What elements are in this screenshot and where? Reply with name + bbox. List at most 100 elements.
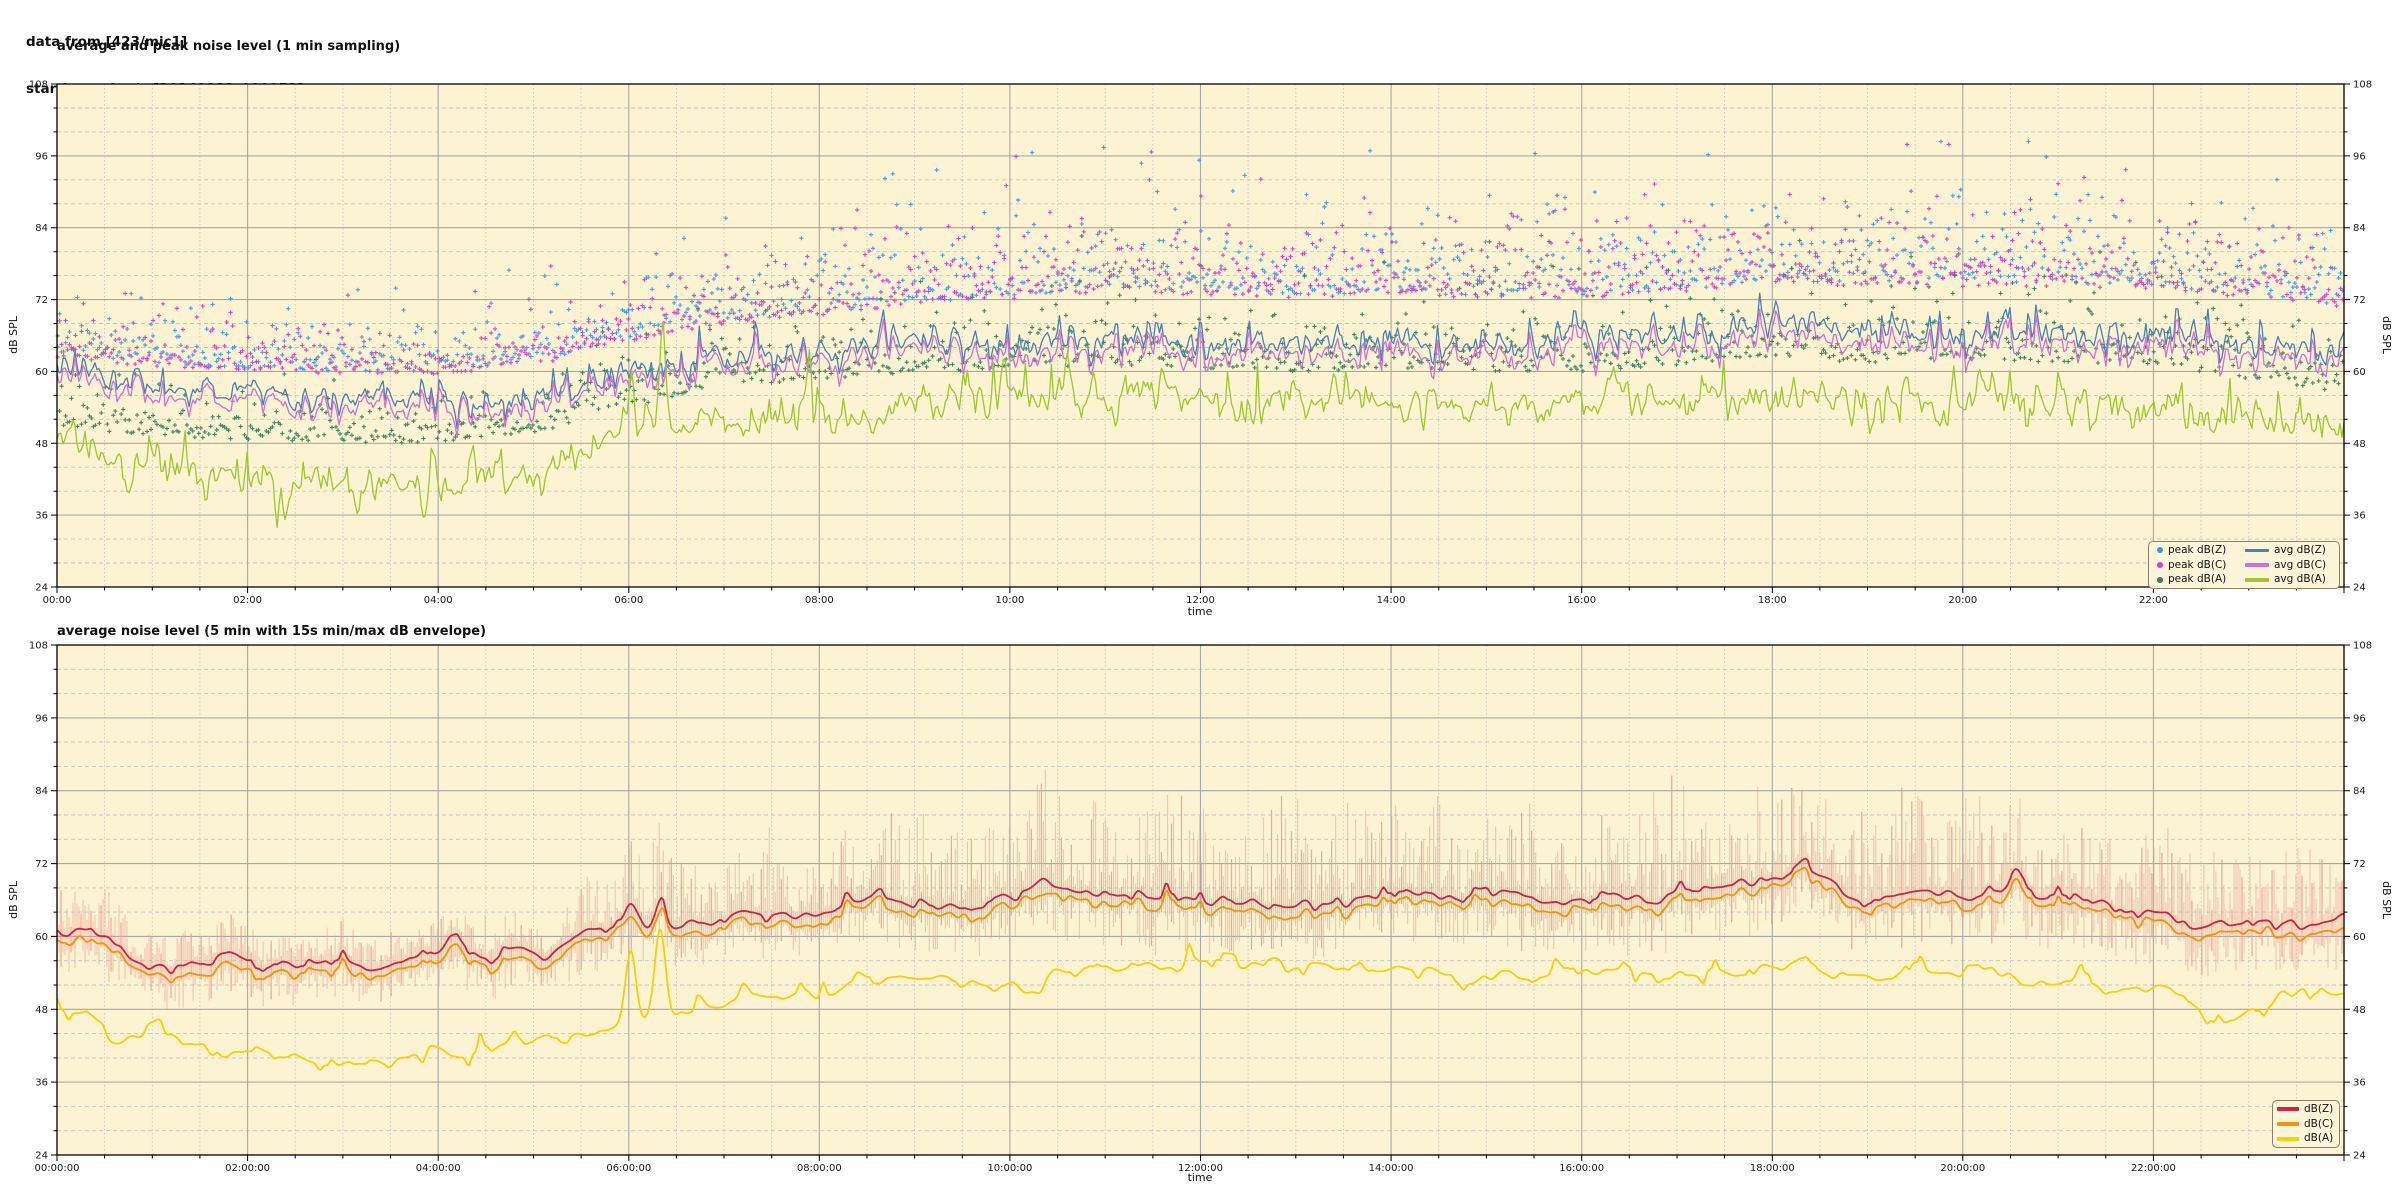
y-tick-label: 48 [35, 1005, 48, 1016]
x-tick-label: 06:00 [614, 595, 643, 606]
line-dB(Z) [56, 857, 2345, 975]
y-tick-label: 96 [35, 151, 48, 162]
y-tick-label: 84 [2353, 786, 2366, 797]
y-tick-label: 84 [2353, 223, 2366, 234]
legend-item: peak dB(C) [2151, 559, 2245, 572]
y-tick-label: 60 [2353, 932, 2366, 943]
chart2-xlabel: time [1187, 1171, 1213, 1184]
x-tick-label: 02:00 [233, 595, 262, 606]
y-tick-label: 60 [35, 932, 48, 943]
y-tick-label: 36 [35, 1078, 48, 1089]
line-swatch-icon [2245, 578, 2269, 582]
y-tick-label: 24 [35, 1151, 48, 1162]
y-tick-label: 24 [2353, 583, 2366, 594]
scatter-swatch-icon [2157, 547, 2163, 554]
x-tick-label: 22:00:00 [2131, 1163, 2176, 1174]
legend-item: peak dB(Z) [2151, 544, 2245, 557]
chart1-xlabel: time [1187, 605, 1213, 618]
legend-item: avg dB(C) [2245, 559, 2339, 572]
chart2-legend: dB(Z) dB(C) dB(A) [2272, 1100, 2340, 1148]
y-tick-label: 48 [35, 439, 48, 450]
y-tick-label: 72 [2353, 859, 2366, 870]
x-tick-label: 02:00:00 [225, 1163, 270, 1174]
y-tick-label: 36 [2353, 511, 2366, 522]
y-tick-label: 24 [2353, 1151, 2366, 1162]
chart1-title: average and peak noise level (1 min samp… [57, 39, 401, 54]
axis-ticks [51, 644, 2350, 1161]
chart1-legend: peak dB(Z) avg dB(Z) peak dB(C) avg dB(C… [2148, 541, 2340, 589]
legend-label: avg dB(A) [2274, 573, 2326, 586]
line-avg dB(Z) [56, 292, 2345, 430]
x-tick-label: 06:00:00 [606, 1163, 651, 1174]
x-tick-label: 18:00:00 [1750, 1163, 1795, 1174]
scatter-swatch-icon [2157, 562, 2163, 568]
x-tick-label: 12:00 [1186, 595, 1215, 606]
x-tick-label: 08:00:00 [797, 1163, 842, 1174]
legend-item: dB(C) [2277, 1118, 2335, 1131]
legend-label: peak dB(Z) [2168, 543, 2227, 556]
y-tick-label: 36 [35, 511, 48, 522]
y-tick-label: 108 [29, 80, 48, 91]
x-tick-label: 14:00:00 [1369, 1163, 1414, 1174]
legend-label: peak dB(C) [2168, 558, 2227, 571]
axis-ticks [51, 83, 2350, 593]
x-tick-label: 04:00 [424, 595, 453, 606]
y-tick-label: 72 [35, 295, 48, 306]
chart-2-plot: 00:00:00 02:00:00 04:00:00 06:00:00 08:00:00… [29, 641, 2372, 1175]
line-swatch-icon [2277, 1107, 2299, 1112]
legend-item: avg dB(A) [2245, 573, 2339, 586]
y-tick-label: 96 [2353, 151, 2366, 162]
legend-label: dB(Z) [2304, 1102, 2334, 1115]
line-swatch-icon [2277, 1136, 2299, 1141]
y-tick-label: 60 [2353, 367, 2366, 378]
y-tick-label: 84 [35, 786, 48, 797]
y-tick-label: 72 [2353, 295, 2366, 306]
y-tick-label: 24 [35, 583, 48, 594]
y-tick-label: 36 [2353, 1078, 2366, 1089]
line-swatch-icon [2277, 1122, 2299, 1126]
x-tick-label: 04:00:00 [416, 1163, 461, 1174]
x-tick-label: 10:00 [995, 595, 1024, 606]
line-swatch-icon [2245, 563, 2269, 567]
legend-label: avg dB(C) [2274, 558, 2327, 571]
y-tick-label: 60 [35, 367, 48, 378]
x-tick-label: 20:00:00 [1940, 1163, 1985, 1174]
x-tick-label: 20:00 [1948, 595, 1977, 606]
y-tick-label: 72 [35, 859, 48, 870]
x-tick-label: 08:00 [805, 595, 834, 606]
y-tick-label: 48 [2353, 1005, 2366, 1016]
y-tick-label: 48 [2353, 439, 2366, 450]
chart2-title: average noise level (5 min with 15s min/… [57, 624, 487, 639]
y-tick-label: 96 [35, 713, 48, 724]
scatter-swatch-icon [2157, 576, 2163, 583]
x-tick-label: 22:00 [2139, 595, 2168, 606]
y-tick-label: 108 [2353, 641, 2372, 652]
line-avg dB(C) [56, 308, 2345, 439]
x-tick-label: 10:00:00 [987, 1163, 1032, 1174]
x-tick-label: 18:00 [1758, 595, 1787, 606]
x-tick-label: 12:00:00 [1178, 1163, 1223, 1174]
x-tick-label: 16:00:00 [1559, 1163, 1604, 1174]
legend-item: peak dB(A) [2151, 573, 2245, 586]
y-tick-label: 84 [35, 223, 48, 234]
line-dB(A) [56, 928, 2345, 1071]
legend-item: dB(A) [2277, 1132, 2335, 1145]
x-tick-label: 14:00 [1377, 595, 1406, 606]
line-swatch-icon [2245, 548, 2269, 552]
line-dB(C) [56, 866, 2345, 984]
y-tick-label: 96 [2353, 713, 2366, 724]
chart-1-plot: 00:00 02:00 04:00 06:00 08:00 10:00 12:00 14:00… [29, 80, 2372, 607]
y-tick-label: 108 [2353, 80, 2372, 91]
x-tick-label: 00:00 [43, 595, 72, 606]
legend-label: dB(A) [2304, 1132, 2334, 1145]
header-line-1: data from [423/mic1] [26, 34, 188, 50]
legend-item: dB(Z) [2277, 1103, 2335, 1116]
legend-label: avg dB(Z) [2274, 543, 2326, 556]
line-avg dB(A) [56, 321, 2345, 529]
legend-label: dB(C) [2304, 1117, 2334, 1130]
x-tick-label: 16:00 [1567, 595, 1596, 606]
legend-label: peak dB(A) [2168, 573, 2227, 586]
x-tick-label: 00:00:00 [35, 1163, 80, 1174]
y-tick-label: 108 [29, 641, 48, 652]
